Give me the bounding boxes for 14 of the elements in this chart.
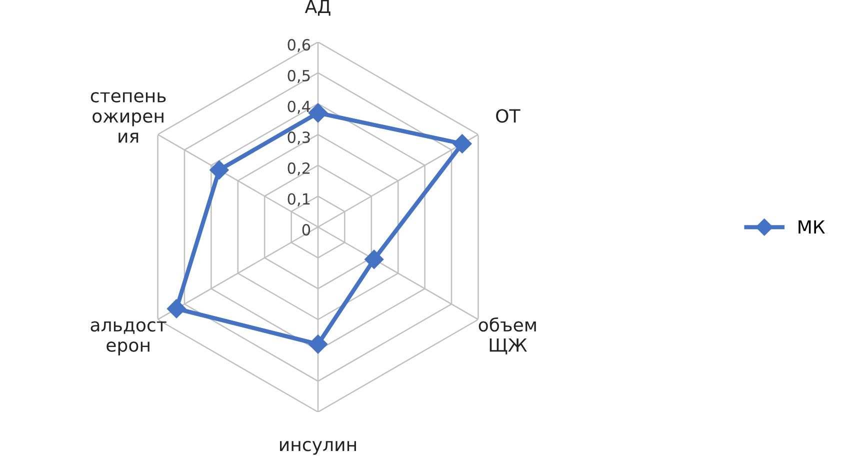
legend-label: МК bbox=[798, 220, 825, 234]
y-tick-label: 0,5 bbox=[288, 70, 310, 83]
y-tick-label: 0,2 bbox=[288, 162, 310, 176]
y-tick-label: 0,3 bbox=[288, 132, 310, 145]
spoke-label: альдост ерон bbox=[90, 321, 166, 356]
spoke-label: объем ЩЖ bbox=[478, 317, 536, 354]
spoke-label: инсулин bbox=[280, 440, 356, 455]
spoke-label: ОТ bbox=[496, 109, 520, 123]
spoke-label: АД bbox=[304, 0, 330, 16]
spoke-label: степень ожирен ия bbox=[90, 92, 166, 143]
y-tick-label: 0,6 bbox=[288, 39, 310, 52]
y-tick-label: 0,1 bbox=[288, 193, 310, 206]
y-tick-label: 0 bbox=[302, 224, 310, 236]
y-tick-label: 0,4 bbox=[288, 100, 310, 114]
